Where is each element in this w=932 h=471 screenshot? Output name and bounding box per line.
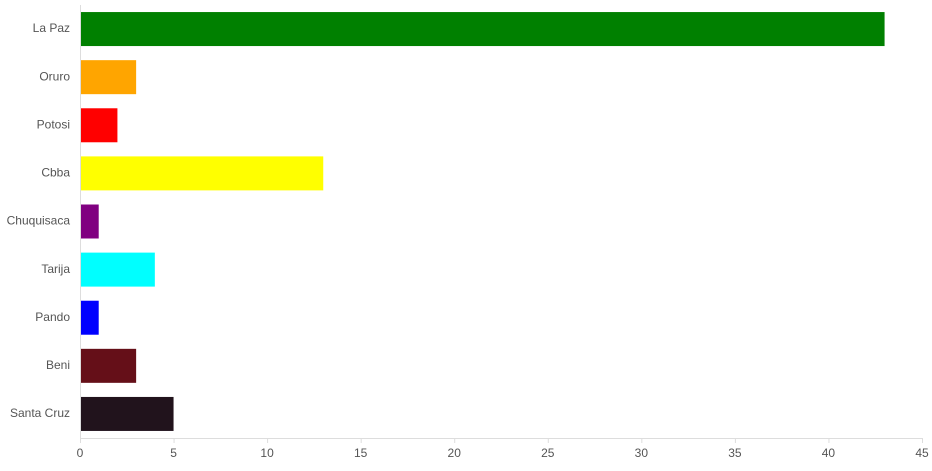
bars-layer [80,12,885,431]
x-tick-label-5: 5 [170,446,177,460]
y-tick-label-potosi: Potosi [37,117,70,131]
y-tick-label-cbba: Cbba [41,166,70,180]
x-tick-label-15: 15 [354,446,368,460]
y-tick-label-chuquisaca: Chuquisaca [7,214,71,228]
y-tick-label-oruro: Oruro [39,69,70,83]
bar-cbba[interactable] [80,156,324,191]
y-tick-labels: La Paz Oruro Potosi Cbba Chuquisaca Tarija Pan… [7,21,71,420]
x-tick-label-40: 40 [822,446,836,460]
y-tick-label-santa-cruz: Santa Cruz [10,406,70,420]
x-tick-label-30: 30 [635,446,649,460]
y-tick-label-la-paz: La Paz [33,21,70,35]
x-tick-label-10: 10 [260,446,274,460]
bar-pando[interactable] [80,300,99,335]
x-tick-label-45: 45 [915,446,929,460]
y-tick-label-pando: Pando [35,310,70,324]
bar-santa-cruz[interactable] [80,396,174,431]
x-tick-label-35: 35 [728,446,742,460]
bar-chuquisaca[interactable] [80,204,99,239]
x-tick-label-0: 0 [77,446,84,460]
x-tick-labels: 0 5 10 15 20 25 30 35 40 45 [77,446,929,460]
y-tick-label-beni: Beni [46,358,70,372]
x-tick-label-20: 20 [448,446,462,460]
x-tick-label-25: 25 [541,446,555,460]
axis-layer [80,5,923,443]
bar-beni[interactable] [80,348,137,383]
bar-oruro[interactable] [80,60,137,95]
bar-tarija[interactable] [80,252,155,287]
bar-potosi[interactable] [80,108,118,143]
bar-la-paz[interactable] [80,12,885,47]
y-tick-label-tarija: Tarija [41,262,70,276]
